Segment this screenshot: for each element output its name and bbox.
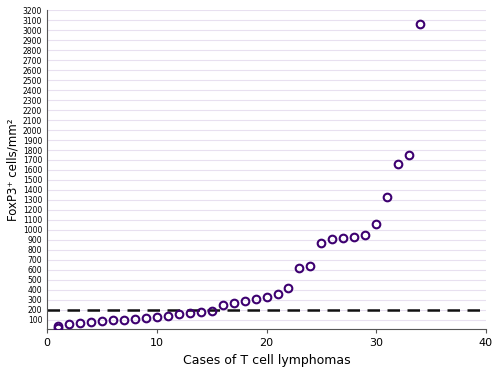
Y-axis label: FoxP3⁺ cells/mm²: FoxP3⁺ cells/mm² — [7, 119, 20, 221]
X-axis label: Cases of T cell lymphomas: Cases of T cell lymphomas — [182, 354, 350, 367]
